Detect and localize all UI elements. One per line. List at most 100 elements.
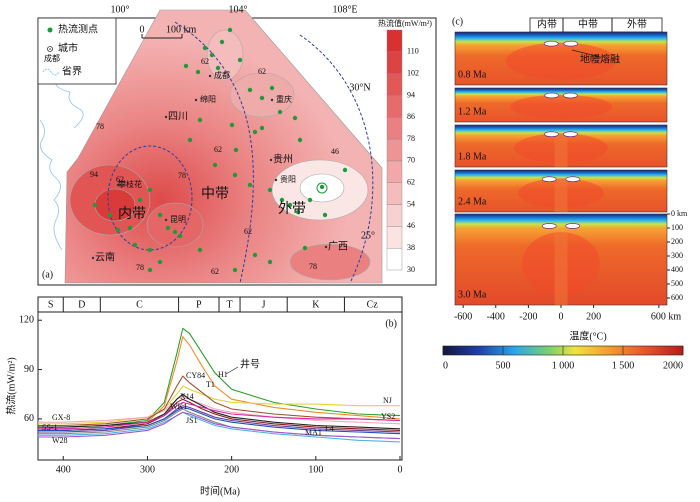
- colorbar-band: [386, 247, 403, 271]
- x-tick-label: 0: [559, 311, 564, 322]
- colorbar-tick-label: 500: [496, 360, 511, 371]
- mantle-melt: [541, 223, 557, 229]
- place-label: 云南: [95, 250, 115, 263]
- contour-label: 62: [201, 57, 209, 66]
- mantle-melt: [563, 40, 579, 47]
- series-line: [38, 375, 401, 427]
- contour-label: 62: [211, 267, 219, 276]
- heat-flow-point: [219, 39, 225, 45]
- legend-city-icon: [49, 48, 51, 50]
- upwelling: [510, 94, 612, 119]
- plume-column: [554, 178, 568, 212]
- heat-flow-point: [202, 45, 208, 51]
- heat-flow-point: [127, 225, 133, 231]
- depth-tick-label: 400: [671, 265, 683, 274]
- heat-flow-point: [165, 225, 171, 231]
- series-label: W28: [52, 436, 68, 445]
- heat-flow-point: [197, 247, 203, 253]
- y-tick-label: 90: [24, 364, 34, 375]
- series-line: [38, 406, 401, 435]
- contour-label: 78: [136, 263, 144, 272]
- colorbar-band: [386, 117, 403, 140]
- heat-flow-point: [157, 212, 163, 218]
- series-line: [38, 385, 400, 425]
- period-label: J: [262, 299, 266, 310]
- simulation-panel: [529, 17, 663, 33]
- heat-flow-point: [92, 202, 98, 208]
- mantle-melt: [544, 92, 559, 99]
- heat-flow-point: [247, 182, 253, 188]
- heat-flow-point: [259, 125, 265, 131]
- heat-flow-point: [197, 117, 203, 123]
- time-label: 3.0 Ma: [458, 289, 487, 300]
- heat-flow-point: [227, 27, 233, 33]
- heat-flow-point: [229, 122, 235, 128]
- heat-flow-point: [172, 229, 178, 235]
- series-label: YS2: [381, 412, 395, 421]
- mantle-melt: [543, 40, 559, 47]
- colorbar-tick-label: 30: [407, 265, 415, 274]
- heat-flow-point: [215, 65, 221, 71]
- legend-label: 城市: [58, 41, 78, 54]
- depth-tick-label: 600: [671, 293, 683, 302]
- zone-header-label: 内带: [537, 17, 557, 30]
- heat-flow-point: [137, 197, 143, 203]
- period-label: Cz: [367, 299, 379, 310]
- city-marker: [270, 98, 274, 102]
- mantle-melt: [565, 223, 581, 229]
- place-label: 成都: [214, 70, 230, 80]
- heat-flow-point: [297, 137, 303, 143]
- place-label: 广西: [328, 240, 348, 252]
- series-label: T1: [206, 380, 215, 389]
- colorbar-tick-label: 86: [407, 112, 415, 121]
- heat-flow-point: [247, 87, 253, 93]
- heat-flow-point: [232, 267, 238, 273]
- heat-flow-point: [279, 197, 285, 203]
- colorbar-title: 温度(°C): [569, 329, 606, 342]
- series-label: WK1: [170, 402, 187, 411]
- x-tick-label: 200: [224, 464, 239, 475]
- colorbar-tick-label: 38: [407, 243, 415, 252]
- x-axis-label: 时间(Ma): [200, 484, 240, 497]
- depth-tick-label: 500: [671, 279, 683, 288]
- time-label: 2.4 Ma: [458, 196, 487, 207]
- series-label: GX-8: [52, 413, 70, 422]
- heat-flow-point: [107, 212, 113, 218]
- y-tick-label: 60: [24, 413, 34, 424]
- colorbar-tick-label: 2000: [663, 360, 683, 371]
- y-tick-label: 120: [19, 315, 34, 326]
- colorbar-tick-label: 1 500: [612, 360, 635, 371]
- colorbar-band: [386, 51, 403, 74]
- time-label: 1.2 Ma: [458, 106, 487, 117]
- city-marker: [194, 98, 198, 102]
- heat-flow-point: [319, 184, 325, 190]
- place-label: 昆明: [170, 215, 186, 224]
- colorbar-band: [386, 29, 403, 53]
- zone-boundary: [299, 34, 374, 284]
- longitude-label: 104°: [229, 4, 248, 15]
- x-tick-label: -400: [487, 311, 505, 322]
- chart-frame: [37, 296, 403, 461]
- colorbar-tick-label: 62: [407, 178, 415, 187]
- latitude-label: 30°N: [349, 82, 370, 93]
- heat-flow-point: [115, 227, 121, 233]
- scale-bar-label: 100 km: [166, 24, 197, 35]
- city-marker: [164, 218, 168, 222]
- colorbar-tick-label: 78: [407, 134, 415, 143]
- zone-label: 内带: [118, 206, 146, 222]
- series-line: [38, 401, 401, 430]
- city-marker: [208, 74, 212, 78]
- colorbar-band: [386, 182, 403, 205]
- province-border: [39, 119, 63, 251]
- annotation: 井号: [240, 357, 260, 370]
- series-label: SS-1: [42, 423, 58, 432]
- series-label: H1: [218, 370, 228, 379]
- place-label: 贵州: [273, 152, 293, 165]
- heat-flow-point: [209, 52, 215, 58]
- heat-flow-point: [252, 252, 258, 258]
- heat-flow-point: [277, 109, 283, 115]
- place-label: 四川: [168, 111, 188, 122]
- depth-tick-label: 300: [671, 251, 683, 260]
- heat-flow-point: [252, 129, 258, 135]
- contour-label: 62: [116, 175, 124, 184]
